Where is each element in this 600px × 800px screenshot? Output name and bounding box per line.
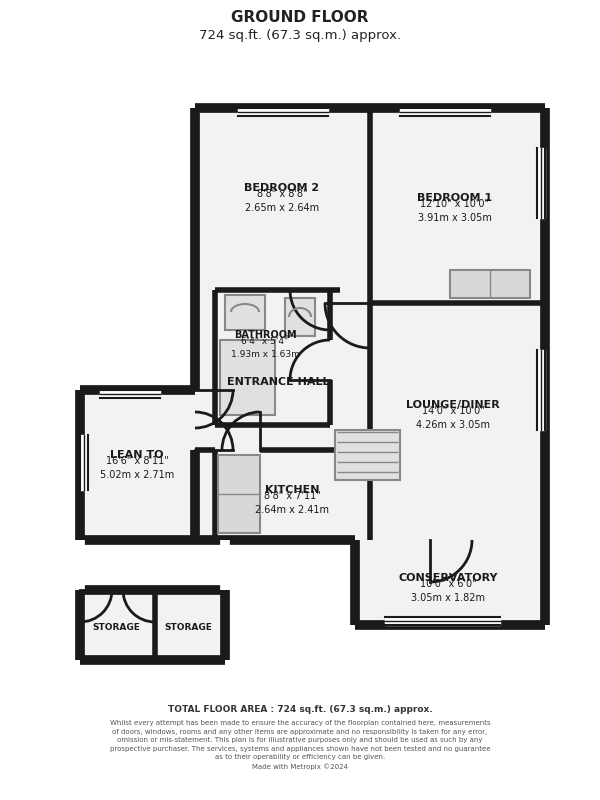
Bar [238, 108, 328, 116]
Bar [100, 390, 160, 398]
Bar [537, 148, 545, 218]
Bar [80, 390, 230, 540]
Text: BATHROOM: BATHROOM [233, 330, 296, 340]
Bar [450, 270, 530, 298]
Text: STORAGE: STORAGE [92, 623, 140, 633]
Text: 10'0" x 6'0"
3.05m x 1.82m: 10'0" x 6'0" 3.05m x 1.82m [411, 579, 485, 603]
Bar [400, 108, 490, 116]
Text: 14'0" x 10'0"
4.26m x 3.05m: 14'0" x 10'0" 4.26m x 3.05m [416, 406, 490, 430]
Text: 6'4" x 5'4"
1.93m x 1.63m: 6'4" x 5'4" 1.93m x 1.63m [230, 338, 299, 358]
Bar [385, 617, 500, 625]
Text: CONSERVATORY: CONSERVATORY [398, 573, 498, 583]
Bar [80, 590, 225, 660]
Bar [355, 540, 545, 625]
Text: KITCHEN: KITCHEN [265, 485, 319, 495]
Bar [218, 455, 260, 533]
Text: GROUND FLOOR: GROUND FLOOR [231, 10, 369, 26]
Bar [195, 108, 545, 540]
Bar [537, 350, 545, 430]
Text: STORAGE: STORAGE [164, 623, 212, 633]
Text: 16'6" x 8'11"
5.02m x 2.71m: 16'6" x 8'11" 5.02m x 2.71m [100, 456, 174, 480]
Bar [220, 340, 275, 415]
Text: 724 sq.ft. (67.3 sq.m.) approx.: 724 sq.ft. (67.3 sq.m.) approx. [199, 29, 401, 42]
Text: 8'8" x 7'11"
2.64m x 2.41m: 8'8" x 7'11" 2.64m x 2.41m [255, 491, 329, 515]
Bar [155, 590, 225, 660]
Bar [225, 295, 265, 330]
Text: TOTAL FLOOR AREA : 724 sq.ft. (67.3 sq.m.) approx.: TOTAL FLOOR AREA : 724 sq.ft. (67.3 sq.m… [167, 706, 433, 714]
Text: 12'10" x 10'0"
3.91m x 3.05m: 12'10" x 10'0" 3.91m x 3.05m [418, 199, 492, 223]
Text: ENTRANCE HALL: ENTRANCE HALL [227, 377, 329, 387]
Text: BEDROOM 2: BEDROOM 2 [244, 183, 320, 193]
Bar [80, 435, 88, 490]
Polygon shape [80, 108, 545, 660]
Bar [285, 298, 315, 336]
Text: Whilst every attempt has been made to ensure the accuracy of the floorplan conta: Whilst every attempt has been made to en… [110, 720, 490, 770]
Text: 8'8" x 8'8"
2.65m x 2.64m: 8'8" x 8'8" 2.65m x 2.64m [245, 189, 319, 213]
Text: LEAN TO: LEAN TO [110, 450, 164, 460]
Bar [335, 430, 400, 480]
Text: LOUNGE/DINER: LOUNGE/DINER [406, 400, 500, 410]
Text: BEDROOM 1: BEDROOM 1 [418, 193, 493, 203]
